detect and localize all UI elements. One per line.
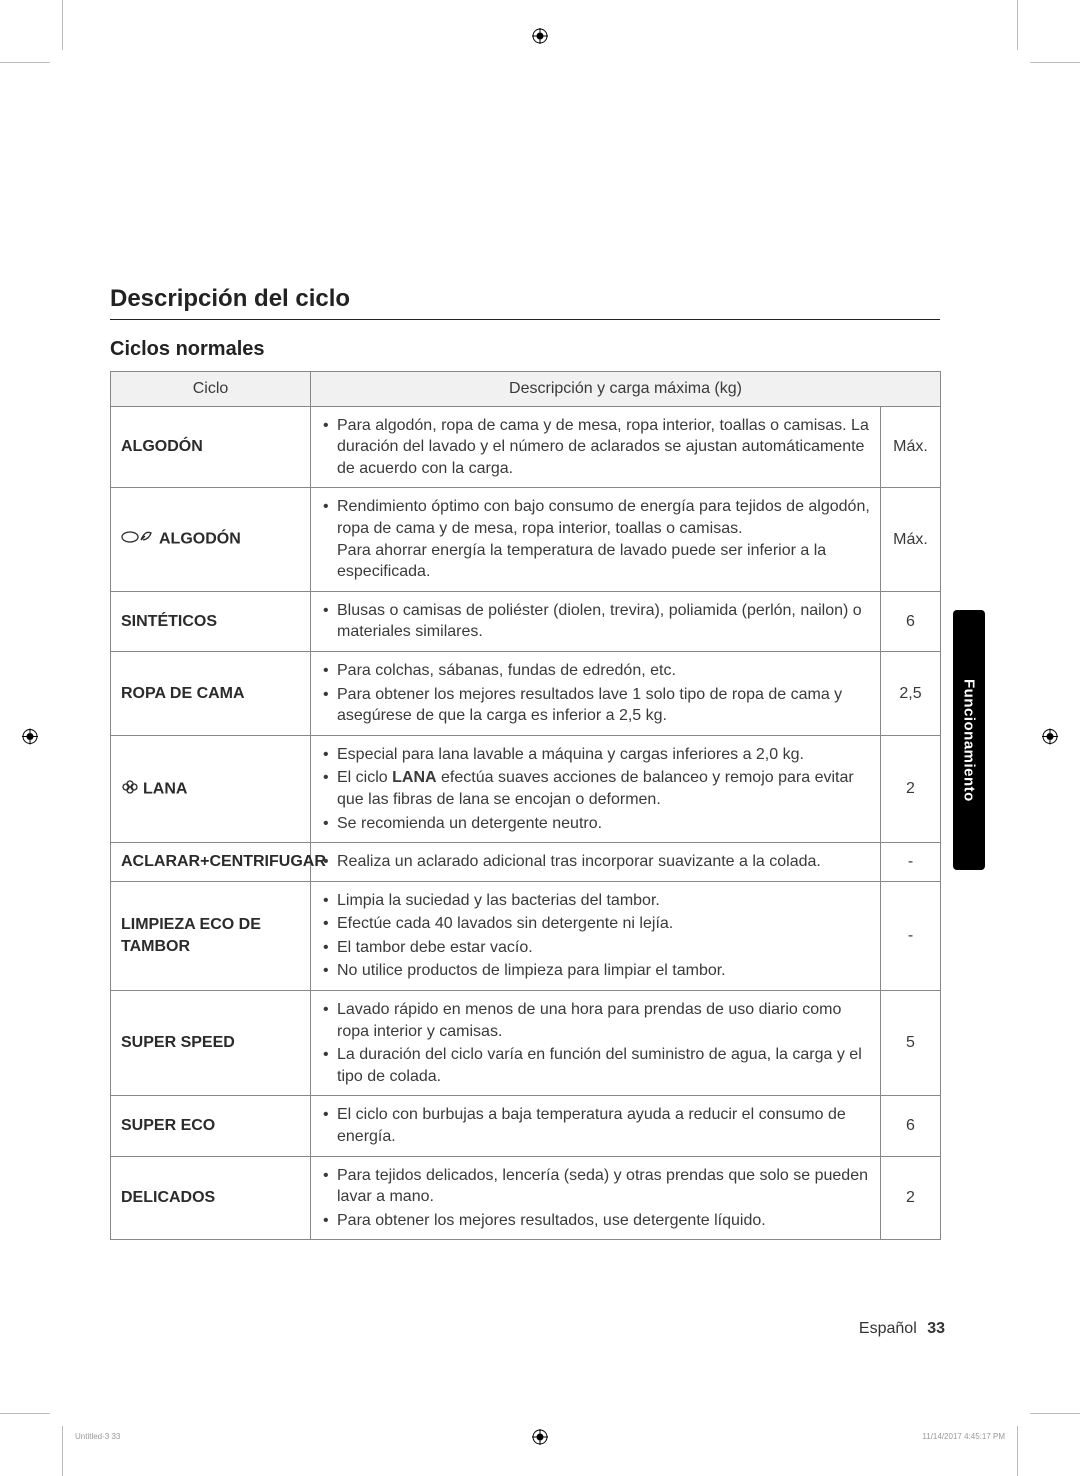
crop-mark [1030,1413,1080,1414]
table-row: ROPA DE CAMA Para colchas, sábanas, funda… [111,651,941,735]
crop-mark [0,62,50,63]
description-item: Para algodón, ropa de cama y de mesa, ro… [317,415,870,480]
cycle-description: Para colchas, sábanas, fundas de edredón… [311,651,881,735]
cycle-name: SUPER SPEED [111,991,311,1096]
section-tab: Funcionamiento [953,610,985,870]
description-item: El ciclo LANA efectúa suaves acciones de… [317,767,870,810]
cycle-name: DELICADOS [111,1156,311,1240]
cycle-max-load: - [881,843,941,882]
table-header-desc: Descripción y carga máxima (kg) [311,372,941,407]
description-item: No utilice productos de limpieza para li… [317,960,870,982]
cycle-name: LANA [111,735,311,842]
cycle-name: ROPA DE CAMA [111,651,311,735]
cycle-name: ACLARAR+CENTRIFUGAR [111,843,311,882]
description-item: Limpia la suciedad y las bacterias del t… [317,890,870,912]
table-row: LIMPIEZA ECO DE TAMBOR Limpia la suciedad… [111,881,941,990]
table-row: ALGODÓN Rendimiento óptimo con bajo consu… [111,488,941,591]
print-job-id: Untitled-3 33 [75,1432,120,1441]
cycle-description: Especial para lana lavable a máquina y c… [311,735,881,842]
description-item: Para obtener los mejores resultados lave… [317,684,870,727]
cycle-name-text: DELICADOS [121,1189,215,1206]
cycle-max-load: 6 [881,591,941,651]
cycle-name-text: ROPA DE CAMA [121,685,245,702]
wool-icon [121,778,139,801]
cycle-name: SINTÉTICOS [111,591,311,651]
section-tab-label: Funcionamiento [961,679,978,802]
table-row: DELICADOS Para tejidos delicados, lencerí… [111,1156,941,1240]
description-item: Se recomienda un detergente neutro. [317,813,870,835]
table-header-cycle: Ciclo [111,372,311,407]
table-row: SINTÉTICOS Blusas o camisas de poliéster … [111,591,941,651]
cycle-name-text: LANA [143,780,187,797]
cycle-name: ALGODÓN [111,406,311,488]
section-heading: Descripción del ciclo [110,285,940,320]
description-item: Blusas o camisas de poliéster (diolen, t… [317,600,870,643]
cycle-name-text: SINTÉTICOS [121,613,217,630]
cycle-max-load: - [881,881,941,990]
cycle-description: Lavado rápido en menos de una hora para … [311,991,881,1096]
eco-icon [121,528,155,551]
cycle-description: Blusas o camisas de poliéster (diolen, t… [311,591,881,651]
crop-mark [62,1426,63,1476]
footer-page-number: 33 [927,1320,945,1337]
table-row: ALGODÓN Para algodón, ropa de cama y de m… [111,406,941,488]
cycle-name: SUPER ECO [111,1096,311,1156]
cycle-max-load: Máx. [881,406,941,488]
crop-mark [0,1413,50,1414]
table-row: LANA Especial para lana lavable a máquina… [111,735,941,842]
registration-mark-icon [532,1429,548,1448]
cycle-description: Limpia la suciedad y las bacterias del t… [311,881,881,990]
cycle-name-text: ACLARAR+CENTRIFUGAR [121,853,326,870]
table-row: SUPER ECO El ciclo con burbujas a baja te… [111,1096,941,1156]
cycle-name: LIMPIEZA ECO DE TAMBOR [111,881,311,990]
footer-lang: Español [859,1320,917,1337]
description-item: Para obtener los mejores resultados, use… [317,1210,870,1232]
registration-mark-icon [532,28,548,47]
description-item: Para colchas, sábanas, fundas de edredón… [317,660,870,682]
crop-mark [1017,1426,1018,1476]
description-item: Especial para lana lavable a máquina y c… [317,744,870,766]
print-timestamp: 11/14/2017 4:45:17 PM [922,1432,1005,1441]
cycle-description: Para tejidos delicados, lencería (seda) … [311,1156,881,1240]
cycle-name-text: SUPER ECO [121,1117,215,1134]
cycle-max-load: 5 [881,991,941,1096]
cycle-description: Rendimiento óptimo con bajo consumo de e… [311,488,881,591]
description-item: Rendimiento óptimo con bajo consumo de e… [317,496,870,582]
cycle-name-text: ALGODÓN [159,531,241,548]
cycle-max-load: 2,5 [881,651,941,735]
description-item: La duración del ciclo varía en función d… [317,1044,870,1087]
cycle-max-load: 6 [881,1096,941,1156]
description-item: Para tejidos delicados, lencería (seda) … [317,1165,870,1208]
cycle-name-text: ALGODÓN [121,438,203,455]
registration-mark-icon [22,729,38,748]
table-row: SUPER SPEED Lavado rápido en menos de una… [111,991,941,1096]
crop-mark [62,0,63,50]
table-row: ACLARAR+CENTRIFUGARRealiza un aclarado a… [111,843,941,882]
cycle-description: Realiza un aclarado adicional tras incor… [311,843,881,882]
section-subheading: Ciclos normales [110,338,940,361]
description-item: El tambor debe estar vacío. [317,937,870,959]
cycle-max-load: 2 [881,1156,941,1240]
description-item: Efectúe cada 40 lavados sin detergente n… [317,913,870,935]
page-footer: Español 33 [859,1320,945,1338]
cycle-max-load: 2 [881,735,941,842]
description-item: El ciclo con burbujas a baja temperatura… [317,1104,870,1147]
crop-mark [1017,0,1018,50]
cycle-name-text: SUPER SPEED [121,1034,235,1051]
cycle-description: Para algodón, ropa de cama y de mesa, ro… [311,406,881,488]
cycle-name: ALGODÓN [111,488,311,591]
page-content: Descripción del ciclo Ciclos normales Ci… [110,285,940,1240]
description-item: Lavado rápido en menos de una hora para … [317,999,870,1042]
cycles-table: Ciclo Descripción y carga máxima (kg) AL… [110,371,941,1240]
registration-mark-icon [1042,729,1058,748]
cycle-name-text: LIMPIEZA ECO DE TAMBOR [121,916,261,955]
cycle-description: El ciclo con burbujas a baja temperatura… [311,1096,881,1156]
cycle-max-load: Máx. [881,488,941,591]
crop-mark [1030,62,1080,63]
description-item: Realiza un aclarado adicional tras incor… [317,851,870,873]
